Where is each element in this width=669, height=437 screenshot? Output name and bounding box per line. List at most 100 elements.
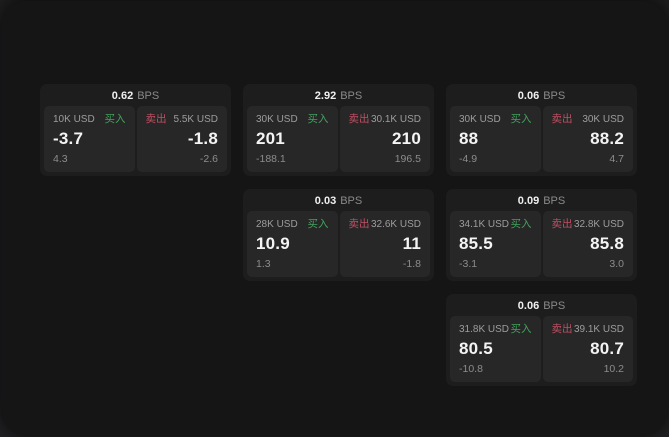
quote-card: 2.92 BPS 30K USD 买入 201 -188.1 卖出 30.1K … bbox=[243, 84, 434, 176]
quote-card: 0.06 BPS 30K USD 买入 88 -4.9 卖出 30K USD 8… bbox=[446, 84, 637, 176]
sell-panel[interactable]: 卖出 5.5K USD -1.8 -2.6 bbox=[136, 106, 227, 172]
quote-panels: 30K USD 买入 88 -4.9 卖出 30K USD 88.2 4.7 bbox=[450, 106, 633, 172]
buy-panel[interactable]: 28K USD 买入 10.9 1.3 bbox=[247, 211, 338, 277]
sell-side-label: 卖出 bbox=[145, 113, 167, 125]
buy-amount: 10K USD bbox=[53, 114, 95, 125]
bps-value: 0.09 bbox=[517, 194, 540, 207]
buy-panel-top: 10K USD 买入 bbox=[53, 113, 126, 126]
buy-price: -3.7 bbox=[53, 129, 84, 148]
buy-amount: 28K USD bbox=[256, 219, 298, 230]
sell-panel[interactable]: 卖出 30K USD 88.2 4.7 bbox=[542, 106, 633, 172]
sell-panel-top: 卖出 30K USD bbox=[552, 113, 625, 126]
quote-card: 0.03 BPS 28K USD 买入 10.9 1.3 卖出 32.6K US… bbox=[243, 189, 434, 281]
buy-panel-top: 30K USD 买入 bbox=[459, 113, 532, 126]
bps-value: 0.06 bbox=[517, 299, 540, 312]
bps-value: 0.62 bbox=[111, 89, 134, 102]
card-header: 0.62 BPS bbox=[40, 84, 231, 106]
sell-side-label: 卖出 bbox=[348, 113, 370, 125]
buy-sub-value: 4.3 bbox=[53, 153, 68, 165]
sell-panel-top: 卖出 30.1K USD bbox=[349, 113, 422, 126]
sell-amount: 32.8K USD bbox=[573, 219, 624, 230]
sell-amount: 5.5K USD bbox=[173, 114, 218, 125]
bps-unit-label: BPS bbox=[340, 89, 363, 102]
quote-panels: 28K USD 买入 10.9 1.3 卖出 32.6K USD 11 -1.8 bbox=[247, 211, 430, 277]
card-header: 0.09 BPS bbox=[446, 189, 637, 211]
sell-amount: 39.1K USD bbox=[573, 324, 624, 335]
buy-side-label: 买入 bbox=[104, 113, 126, 125]
bps-value: 0.06 bbox=[517, 89, 540, 102]
bps-value: 0.03 bbox=[314, 194, 337, 207]
sell-sub-value: 3.0 bbox=[609, 258, 624, 270]
sell-price: 88.2 bbox=[590, 129, 624, 148]
buy-amount: 34.1K USD bbox=[459, 219, 510, 230]
bps-unit-label: BPS bbox=[340, 194, 363, 207]
sell-price: 85.8 bbox=[590, 234, 624, 253]
sell-panel-top: 卖出 39.1K USD bbox=[552, 323, 625, 336]
sell-panel[interactable]: 卖出 30.1K USD 210 196.5 bbox=[339, 106, 430, 172]
bps-unit-label: BPS bbox=[543, 89, 566, 102]
buy-panel-top: 31.8K USD 买入 bbox=[459, 323, 532, 336]
card-header: 0.06 BPS bbox=[446, 294, 637, 316]
sell-panel-top: 卖出 32.8K USD bbox=[552, 218, 625, 231]
sell-sub-value: 4.7 bbox=[609, 153, 624, 165]
bps-unit-label: BPS bbox=[543, 299, 566, 312]
buy-sub-value: -188.1 bbox=[256, 153, 286, 165]
buy-side-label: 买入 bbox=[307, 113, 329, 125]
buy-price: 201 bbox=[256, 129, 285, 148]
buy-panel-top: 28K USD 买入 bbox=[256, 218, 329, 231]
bps-unit-label: BPS bbox=[543, 194, 566, 207]
buy-price: 80.5 bbox=[459, 339, 493, 358]
sell-panel[interactable]: 卖出 32.6K USD 11 -1.8 bbox=[339, 211, 430, 277]
bps-unit-label: BPS bbox=[137, 89, 160, 102]
sell-amount: 30K USD bbox=[582, 114, 624, 125]
sell-sub-value: 196.5 bbox=[394, 153, 421, 165]
sell-amount: 32.6K USD bbox=[370, 219, 421, 230]
buy-panel[interactable]: 31.8K USD 买入 80.5 -10.8 bbox=[450, 316, 541, 382]
buy-panel-top: 30K USD 买入 bbox=[256, 113, 329, 126]
sell-panel[interactable]: 卖出 39.1K USD 80.7 10.2 bbox=[542, 316, 633, 382]
buy-side-label: 买入 bbox=[510, 323, 532, 335]
buy-panel[interactable]: 30K USD 买入 88 -4.9 bbox=[450, 106, 541, 172]
bps-value: 2.92 bbox=[314, 89, 337, 102]
buy-side-label: 买入 bbox=[510, 113, 532, 125]
sell-price: 80.7 bbox=[590, 339, 624, 358]
sell-sub-value: -2.6 bbox=[199, 153, 218, 165]
card-header: 2.92 BPS bbox=[243, 84, 434, 106]
buy-sub-value: 1.3 bbox=[256, 258, 271, 270]
sell-price: -1.8 bbox=[187, 129, 218, 148]
sell-panel-top: 卖出 32.6K USD bbox=[349, 218, 422, 231]
quote-panels: 30K USD 买入 201 -188.1 卖出 30.1K USD 210 1… bbox=[247, 106, 430, 172]
sell-panel-top: 卖出 5.5K USD bbox=[146, 113, 219, 126]
sell-side-label: 卖出 bbox=[551, 218, 573, 230]
buy-price: 85.5 bbox=[459, 234, 493, 253]
buy-amount: 31.8K USD bbox=[459, 324, 510, 335]
sell-sub-value: 10.2 bbox=[603, 363, 624, 375]
buy-side-label: 买入 bbox=[510, 218, 532, 230]
sell-panel[interactable]: 卖出 32.8K USD 85.8 3.0 bbox=[542, 211, 633, 277]
sell-side-label: 卖出 bbox=[551, 323, 573, 335]
sell-price: 11 bbox=[402, 234, 421, 253]
buy-price: 10.9 bbox=[256, 234, 290, 253]
quote-panels: 34.1K USD 买入 85.5 -3.1 卖出 32.8K USD 85.8… bbox=[450, 211, 633, 277]
sell-amount: 30.1K USD bbox=[370, 114, 421, 125]
buy-sub-value: -10.8 bbox=[459, 363, 483, 375]
quote-card: 0.06 BPS 31.8K USD 买入 80.5 -10.8 卖出 39.1… bbox=[446, 294, 637, 386]
buy-panel-top: 34.1K USD 买入 bbox=[459, 218, 532, 231]
sell-price: 210 bbox=[392, 129, 421, 148]
buy-side-label: 买入 bbox=[307, 218, 329, 230]
sell-side-label: 卖出 bbox=[348, 218, 370, 230]
quote-panels: 31.8K USD 买入 80.5 -10.8 卖出 39.1K USD 80.… bbox=[450, 316, 633, 382]
card-header: 0.06 BPS bbox=[446, 84, 637, 106]
buy-panel[interactable]: 34.1K USD 买入 85.5 -3.1 bbox=[450, 211, 541, 277]
buy-panel[interactable]: 10K USD 买入 -3.7 4.3 bbox=[44, 106, 135, 172]
quote-card: 0.62 BPS 10K USD 买入 -3.7 4.3 卖出 5.5K USD… bbox=[40, 84, 231, 176]
card-header: 0.03 BPS bbox=[243, 189, 434, 211]
sell-side-label: 卖出 bbox=[551, 113, 573, 125]
quote-grid: 0.62 BPS 10K USD 买入 -3.7 4.3 卖出 5.5K USD… bbox=[40, 84, 637, 386]
buy-panel[interactable]: 30K USD 买入 201 -188.1 bbox=[247, 106, 338, 172]
buy-amount: 30K USD bbox=[459, 114, 501, 125]
quote-card: 0.09 BPS 34.1K USD 买入 85.5 -3.1 卖出 32.8K… bbox=[446, 189, 637, 281]
buy-sub-value: -4.9 bbox=[459, 153, 478, 165]
buy-price: 88 bbox=[459, 129, 479, 148]
